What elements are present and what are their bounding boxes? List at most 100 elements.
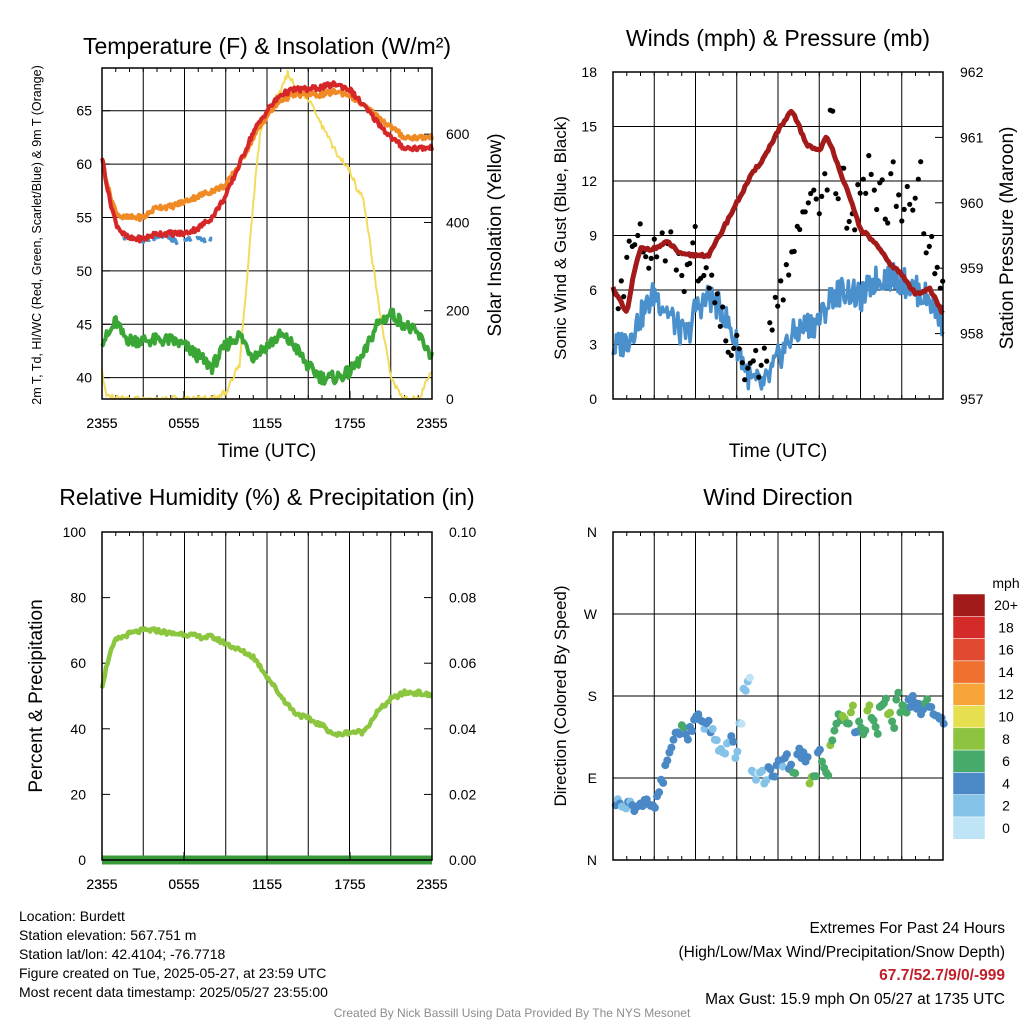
gust-point bbox=[874, 206, 880, 213]
gust-point bbox=[632, 242, 638, 248]
chart-title: Temperature (F) & Insolation (W/m²) bbox=[83, 33, 451, 59]
direction-point bbox=[659, 778, 668, 787]
gust-point bbox=[662, 258, 668, 264]
gust-point bbox=[921, 231, 927, 237]
series-line-td bbox=[100, 307, 434, 386]
y-tick-label: 45 bbox=[76, 316, 92, 332]
y-tick-label: 12 bbox=[581, 173, 597, 189]
direction-point bbox=[712, 736, 721, 745]
direction-point bbox=[650, 803, 659, 812]
credit-text: Created By Nick Bassill Using Data Provi… bbox=[333, 1006, 691, 1020]
y-tick-label: N bbox=[587, 524, 597, 540]
gust-point bbox=[728, 352, 734, 358]
y-tick-label: E bbox=[588, 770, 597, 786]
direction-point bbox=[787, 760, 796, 769]
direction-point bbox=[752, 775, 760, 784]
gust-point bbox=[709, 272, 715, 278]
max-gust-text: Max Gust: 15.9 mph On 05/27 at 1735 UTC bbox=[705, 990, 1005, 1008]
direction-point bbox=[675, 730, 684, 739]
y-tick-label: 55 bbox=[76, 209, 92, 225]
direction-point bbox=[778, 762, 787, 771]
gust-point bbox=[679, 272, 685, 279]
direction-point bbox=[708, 725, 717, 733]
created-text: Figure created on Tue, 2025-05-27, at 23… bbox=[19, 965, 327, 981]
gust-point bbox=[926, 243, 932, 249]
series-line-pressure bbox=[610, 108, 945, 316]
direction-point bbox=[914, 699, 923, 708]
y2-tick-label: 958 bbox=[960, 326, 984, 342]
gust-point bbox=[654, 254, 660, 260]
x-tick-label: 0555 bbox=[168, 876, 199, 892]
gust-point bbox=[681, 288, 687, 295]
direction-point bbox=[890, 724, 899, 732]
gust-point bbox=[725, 349, 731, 355]
gust-point bbox=[626, 238, 632, 244]
gust-point bbox=[635, 232, 641, 239]
gust-point bbox=[890, 159, 896, 165]
y-tick-label: 9 bbox=[589, 228, 597, 244]
legend-swatch bbox=[952, 772, 986, 795]
gust-point bbox=[690, 240, 696, 246]
legend-swatch bbox=[952, 682, 986, 706]
series-line-hi-wc bbox=[195, 235, 207, 244]
direction-point bbox=[731, 754, 740, 762]
x-tick-label: 0555 bbox=[168, 415, 199, 431]
y-tick-label: 65 bbox=[76, 103, 92, 119]
legend-label: 20+ bbox=[994, 597, 1018, 613]
direction-point bbox=[791, 769, 800, 778]
x-tick-label: 1155 bbox=[252, 876, 282, 892]
legend-swatch bbox=[952, 794, 986, 818]
gust-point bbox=[783, 262, 789, 268]
direction-point bbox=[733, 747, 742, 756]
chart-title: Relative Humidity (%) & Precipitation (i… bbox=[59, 484, 474, 510]
gust-point bbox=[929, 233, 935, 240]
gust-point bbox=[888, 171, 894, 177]
gust-point bbox=[692, 223, 698, 230]
gust-point bbox=[923, 250, 929, 256]
gust-point bbox=[778, 278, 784, 284]
y2-tick-label: 0.00 bbox=[449, 852, 476, 868]
gust-point bbox=[646, 265, 652, 271]
gust-point bbox=[745, 365, 751, 371]
legend-swatch bbox=[952, 727, 986, 751]
gust-point bbox=[863, 190, 869, 196]
gust-point bbox=[659, 230, 665, 236]
plot-frame bbox=[612, 71, 944, 400]
gust-point bbox=[637, 221, 643, 227]
extremes-subtitle: (High/Low/Max Wind/Precipitation/Snow De… bbox=[678, 943, 1006, 961]
gust-point bbox=[673, 267, 679, 273]
y2-tick-label: 600 bbox=[446, 126, 470, 142]
direction-point bbox=[638, 802, 647, 811]
direction-point bbox=[896, 708, 905, 717]
y2-tick-label: 0.10 bbox=[449, 524, 476, 540]
gust-point bbox=[830, 108, 836, 114]
gust-point bbox=[904, 183, 910, 190]
y-tick-label: 20 bbox=[70, 786, 86, 802]
y-tick-label: 100 bbox=[63, 524, 87, 540]
gust-point bbox=[621, 294, 627, 300]
gust-point bbox=[643, 254, 649, 260]
gust-point bbox=[769, 327, 775, 333]
legend-swatch bbox=[952, 749, 986, 773]
direction-point bbox=[741, 686, 750, 695]
x-tick-label: 2355 bbox=[86, 876, 117, 892]
direction-point bbox=[828, 736, 837, 745]
gust-point bbox=[907, 201, 913, 207]
gust-point bbox=[706, 285, 712, 291]
gust-point bbox=[860, 176, 866, 182]
y-tick-label: N bbox=[587, 852, 597, 868]
x-tick-label: 1155 bbox=[252, 415, 282, 431]
x-tick-label: 2355 bbox=[416, 415, 447, 431]
direction-point bbox=[663, 756, 672, 765]
gust-point bbox=[835, 196, 841, 202]
x-tick-label: 1755 bbox=[334, 876, 365, 892]
direction-point bbox=[667, 743, 676, 752]
gust-point bbox=[780, 297, 786, 303]
legend-label: 2 bbox=[1002, 798, 1010, 814]
gust-point bbox=[739, 360, 745, 366]
direction-point bbox=[881, 694, 890, 703]
x-axis-label: Time (UTC) bbox=[218, 441, 317, 462]
legend-label: 8 bbox=[1002, 731, 1010, 747]
legend-label: 6 bbox=[1002, 753, 1010, 769]
direction-point bbox=[721, 749, 730, 758]
